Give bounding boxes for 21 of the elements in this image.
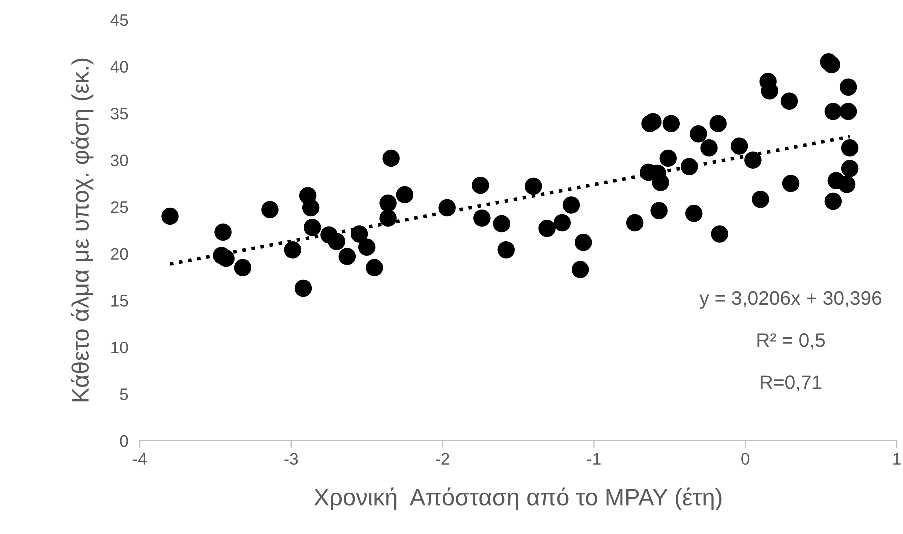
y-tick-label: 10 [112, 342, 128, 354]
annotation: R=0,71 [760, 376, 822, 392]
x-axis-title: Χρονική Απόσταση από το MPAY (έτη) [314, 488, 722, 510]
y-tick-label: 30 [110, 154, 128, 167]
y-tick-label: 20 [111, 248, 128, 260]
y-tick-label: 5 [120, 388, 128, 400]
x-tick-label: -3 [284, 453, 298, 466]
y-tick-label: 25 [111, 202, 128, 214]
annotation: y = 3,0206x + 30,396 [700, 291, 882, 310]
x-tick-label: -2 [436, 453, 450, 465]
x-tick-label: -4 [133, 453, 147, 465]
x-tick-label: -1 [588, 453, 601, 465]
y-tick-label: 45 [110, 14, 128, 26]
y-tick-label: 35 [110, 108, 128, 120]
y-tick-label: 15 [112, 295, 128, 307]
x-tick-label: 1 [894, 453, 901, 465]
y-tick-label: 40 [110, 61, 128, 73]
y-tick-label: 0 [120, 435, 128, 448]
annotation: R² = 0,5 [758, 334, 826, 350]
x-tick-label: 0 [742, 453, 750, 466]
y-axis-title: Κάθετο άλμα με υποχ. φάση (εκ.) [70, 58, 94, 402]
